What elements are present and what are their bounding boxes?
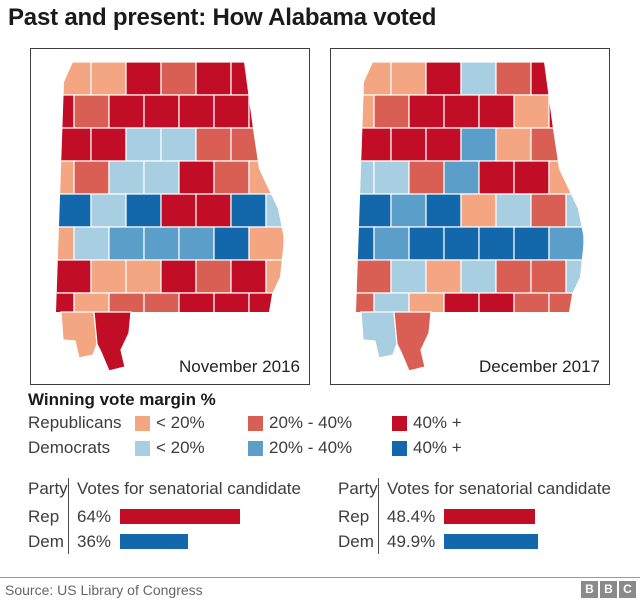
legend-item-label: < 20%: [156, 438, 205, 457]
legend-item-label: 40% +: [413, 438, 462, 457]
legend-party-label: Republicans: [28, 413, 122, 432]
table-header-party: Party: [28, 479, 68, 498]
table-row-party: Rep: [338, 507, 370, 526]
map-panel-2016: November 2016: [30, 48, 310, 385]
dem-vote-bar: [444, 534, 538, 549]
legend-item: 20% - 40%: [248, 438, 392, 458]
legend-item: < 20%: [135, 438, 248, 458]
table-row: 36%: [77, 529, 317, 554]
legend-item: 40% +: [392, 438, 462, 458]
swatch-rep-mid: [248, 415, 263, 431]
table-row-party: Dem: [338, 532, 374, 551]
alabama-choropleth-2017: [356, 62, 584, 372]
source-credit: Source: US Library of Congress: [5, 582, 203, 598]
bbc-logo-block: C: [619, 581, 636, 598]
swatch-dem-light: [135, 440, 150, 456]
table-header-votes: Votes for senatorial candidate: [77, 479, 301, 498]
rep-vote-bar: [120, 509, 241, 524]
legend-item-label: < 20%: [156, 413, 205, 432]
map-panel-2017: December 2017: [330, 48, 610, 385]
table-row: 64%: [77, 504, 317, 529]
map-caption-2017: December 2017: [479, 357, 600, 376]
page-title: Past and present: How Alabama voted: [8, 4, 437, 31]
table-row: 49.9%: [387, 529, 627, 554]
footer-divider: [0, 577, 640, 578]
table-header-votes: Votes for senatorial candidate: [387, 479, 611, 498]
swatch-rep-dark: [392, 415, 407, 431]
map-caption-2016: November 2016: [179, 357, 300, 376]
legend-item-label: 40% +: [413, 413, 462, 432]
vote-value: 36%: [77, 532, 112, 551]
legend-row-republicans: Republicans < 20% 20% - 40% 40% +: [28, 411, 618, 435]
swatch-dem-mid: [248, 440, 263, 456]
alabama-choropleth-2016: [56, 62, 284, 372]
swatch-rep-light: [135, 415, 150, 431]
bbc-logo-block: B: [600, 581, 617, 598]
table-header-party: Party: [338, 479, 378, 498]
swatch-dem-dark: [392, 440, 407, 456]
legend-row-democrats: Democrats < 20% 20% - 40% 40% +: [28, 436, 618, 460]
vote-value: 49.9%: [387, 532, 436, 551]
bbc-logo: B B C: [579, 581, 636, 598]
legend-title: Winning vote margin %: [28, 390, 216, 409]
legend-item: 20% - 40%: [248, 413, 392, 433]
rep-vote-bar: [444, 509, 535, 524]
legend-item: < 20%: [135, 413, 248, 433]
table-row-party: Rep: [28, 507, 60, 526]
vote-table-2016: Party Rep Dem Votes for senatorial candi…: [28, 478, 317, 554]
legend-party-label: Democrats: [28, 438, 111, 457]
table-row: 48.4%: [387, 504, 627, 529]
legend: Winning vote margin % Republicans < 20% …: [28, 390, 618, 460]
legend-item: 40% +: [392, 413, 462, 433]
vote-value: 48.4%: [387, 507, 436, 526]
bbc-logo-block: B: [581, 581, 598, 598]
table-row-party: Dem: [28, 532, 64, 551]
legend-item-label: 20% - 40%: [269, 413, 353, 432]
dem-vote-bar: [120, 534, 188, 549]
vote-table-2017: Party Rep Dem Votes for senatorial candi…: [338, 478, 627, 554]
legend-item-label: 20% - 40%: [269, 438, 353, 457]
vote-value: 64%: [77, 507, 112, 526]
